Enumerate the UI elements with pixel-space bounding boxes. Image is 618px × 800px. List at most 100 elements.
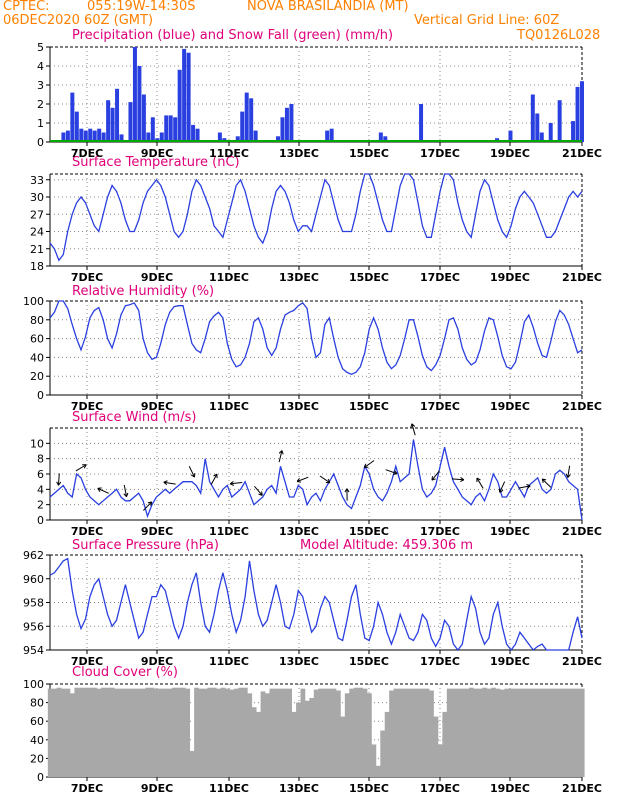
cloud-bar bbox=[477, 688, 483, 777]
cloud-bar bbox=[87, 687, 93, 777]
cloud-bar bbox=[287, 688, 292, 777]
precip-bar bbox=[119, 134, 124, 142]
cloud-bar bbox=[225, 688, 230, 777]
cloud-bar bbox=[234, 688, 239, 777]
precip-bar bbox=[88, 128, 93, 142]
cloud-bar bbox=[83, 687, 89, 777]
x-tick-label: 13DEC bbox=[279, 147, 319, 160]
precip-bar bbox=[137, 66, 142, 142]
wind-arrow-head bbox=[97, 487, 102, 492]
wind-arrow bbox=[188, 466, 195, 478]
precip-bar bbox=[182, 48, 187, 142]
cloud-bar bbox=[145, 687, 151, 777]
wind-arrow bbox=[319, 475, 331, 484]
cloud-bar bbox=[327, 688, 332, 777]
y-tick-label: 6 bbox=[37, 468, 44, 481]
cloud-bar bbox=[358, 687, 363, 777]
wind-arrow bbox=[364, 460, 375, 468]
precip-bar bbox=[92, 130, 97, 142]
cloud-bar bbox=[149, 687, 155, 777]
header-location: NOVA BRASILANDIA (MT) bbox=[247, 0, 409, 14]
y-tick-label: 10 bbox=[30, 437, 44, 450]
x-tick-label: 9DEC bbox=[141, 400, 173, 413]
wind-arrow bbox=[97, 487, 109, 494]
cloud-bar bbox=[202, 688, 208, 777]
y-tick-label: 40 bbox=[30, 734, 44, 747]
wind-arrow bbox=[123, 484, 128, 497]
precip-bar bbox=[79, 128, 84, 142]
cloud-bar bbox=[238, 687, 244, 777]
cloud-bar bbox=[180, 687, 186, 777]
cloud-bar bbox=[207, 687, 213, 777]
wind-arrow-head bbox=[393, 470, 398, 475]
precip-bar bbox=[74, 111, 79, 142]
wind-arrow-head bbox=[56, 481, 62, 486]
wind-arrow-head bbox=[163, 480, 168, 486]
cloud-bar bbox=[398, 688, 403, 777]
y-tick-label: 5 bbox=[37, 41, 44, 54]
cloud-bar bbox=[256, 711, 261, 777]
y-tick-label: 21 bbox=[30, 243, 44, 256]
precip-bar bbox=[97, 128, 102, 142]
precip-bar bbox=[217, 132, 222, 142]
x-tick-label: 13DEC bbox=[279, 655, 319, 668]
cloud-bar bbox=[495, 688, 501, 777]
wind-arrow-head bbox=[476, 477, 481, 483]
cloud-bar bbox=[300, 688, 306, 777]
wind-arrow bbox=[210, 473, 218, 485]
y-tick-label: 0 bbox=[37, 771, 44, 784]
y-tick-label: 100 bbox=[23, 295, 44, 308]
y-tick-label: 958 bbox=[23, 597, 44, 610]
cloud-bar bbox=[539, 688, 545, 777]
wind-arrow bbox=[143, 501, 153, 511]
cloud-bar bbox=[282, 688, 288, 777]
cloud-bar bbox=[464, 688, 470, 777]
y-tick-label: 0 bbox=[37, 389, 44, 402]
y-tick-label: 956 bbox=[23, 620, 44, 633]
precip-bar bbox=[276, 136, 280, 142]
cloud-bar bbox=[47, 688, 53, 777]
wind-arrow-head bbox=[123, 492, 129, 498]
cloud-bar bbox=[251, 707, 257, 777]
cloud-bar bbox=[78, 687, 84, 777]
cloud-bar bbox=[185, 688, 191, 777]
cloud-bar bbox=[504, 688, 510, 777]
cloud-bar bbox=[132, 688, 137, 777]
cloud-bar bbox=[273, 688, 279, 777]
wind-arrow-head bbox=[410, 423, 416, 428]
cloud-bar bbox=[52, 688, 58, 777]
precip-bar bbox=[329, 128, 334, 142]
cloud-bar bbox=[544, 688, 550, 777]
header-model-code: TQ0126L028 bbox=[517, 28, 601, 43]
wind-arrow-head bbox=[258, 491, 263, 496]
x-tick-label: 11DEC bbox=[209, 400, 249, 413]
cloud-bar bbox=[526, 688, 532, 777]
precip-bar bbox=[580, 81, 584, 142]
cloud-bar bbox=[296, 702, 301, 777]
wind-arrow-head bbox=[498, 488, 504, 493]
cloud-bar bbox=[242, 687, 248, 777]
x-tick-label: 9DEC bbox=[141, 147, 173, 160]
x-tick-label: 7DEC bbox=[71, 271, 103, 284]
x-tick-label: 9DEC bbox=[141, 782, 173, 795]
cloud-bar bbox=[367, 693, 372, 777]
x-tick-label: 9DEC bbox=[141, 271, 173, 284]
wind-arrow-head bbox=[325, 478, 331, 484]
wind-arrow-head bbox=[431, 476, 436, 481]
x-tick-label: 9DEC bbox=[141, 655, 173, 668]
y-tick-label: 8 bbox=[37, 453, 44, 466]
precip-bar bbox=[159, 132, 164, 142]
panel-title-temperature: Surface Temperature (nC) bbox=[72, 155, 240, 170]
precip-bar bbox=[128, 102, 133, 142]
x-tick-label: 17DEC bbox=[420, 271, 460, 284]
cloud-bar bbox=[167, 688, 173, 777]
cloud-bar bbox=[247, 693, 253, 777]
wind-arrow-head bbox=[296, 478, 302, 483]
panel-title-cloud-cover: Cloud Cover (%) bbox=[72, 665, 178, 680]
panel-0 bbox=[46, 46, 584, 146]
header-coords: 055:19W-14:30S bbox=[87, 0, 196, 14]
cloud-bar bbox=[562, 688, 567, 777]
y-tick-label: 100 bbox=[23, 678, 44, 691]
y-tick-label: 24 bbox=[30, 226, 44, 239]
pressure-model-altitude: Model Altitude: 459.306 m bbox=[300, 538, 474, 553]
